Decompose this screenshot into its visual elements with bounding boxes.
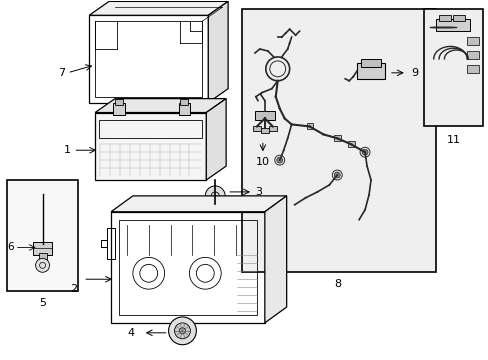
Text: 7: 7 [58, 68, 65, 78]
Bar [260, 129, 268, 133]
Circle shape [36, 258, 49, 272]
Circle shape [205, 186, 224, 206]
Bar [119, 220, 256, 315]
Polygon shape [111, 196, 286, 212]
Text: 4: 4 [127, 328, 134, 338]
Polygon shape [206, 99, 225, 180]
Bar [252, 126, 260, 131]
Bar [99, 121, 202, 138]
Text: 10: 10 [255, 157, 269, 167]
Text: 9: 9 [410, 68, 417, 78]
Circle shape [276, 157, 282, 163]
Polygon shape [95, 99, 225, 113]
Text: 6: 6 [7, 243, 14, 252]
Bar [39, 253, 46, 260]
Polygon shape [208, 1, 228, 103]
Bar [360, 59, 380, 67]
Bar [7, 180, 78, 291]
Bar [113, 103, 124, 114]
Bar [467, 51, 478, 59]
Text: 11: 11 [446, 135, 459, 145]
Bar [33, 242, 52, 255]
Bar [306, 123, 313, 129]
Bar [95, 113, 206, 180]
Polygon shape [264, 196, 286, 323]
Circle shape [334, 172, 340, 178]
Bar [347, 141, 354, 147]
Text: 8: 8 [334, 279, 341, 289]
Bar [467, 37, 478, 45]
Text: 2: 2 [70, 284, 77, 294]
Text: 1: 1 [64, 145, 71, 155]
Bar [467, 65, 478, 73]
Bar [435, 19, 469, 31]
Circle shape [168, 317, 196, 345]
Bar [268, 126, 276, 131]
Polygon shape [89, 1, 228, 15]
Bar [334, 135, 341, 141]
Bar [423, 9, 482, 126]
Circle shape [174, 323, 190, 339]
Bar [107, 228, 115, 260]
Bar [95, 21, 202, 96]
Bar [115, 99, 122, 105]
Bar [439, 15, 450, 21]
Text: 3: 3 [255, 187, 262, 197]
Bar [242, 9, 435, 272]
Bar [254, 111, 274, 121]
Circle shape [361, 149, 367, 155]
Text: 5: 5 [39, 298, 46, 308]
Bar [89, 15, 208, 103]
Bar [111, 212, 264, 323]
Bar [452, 15, 464, 21]
Bar [178, 103, 190, 114]
Bar [180, 99, 188, 105]
Bar [356, 63, 384, 79]
